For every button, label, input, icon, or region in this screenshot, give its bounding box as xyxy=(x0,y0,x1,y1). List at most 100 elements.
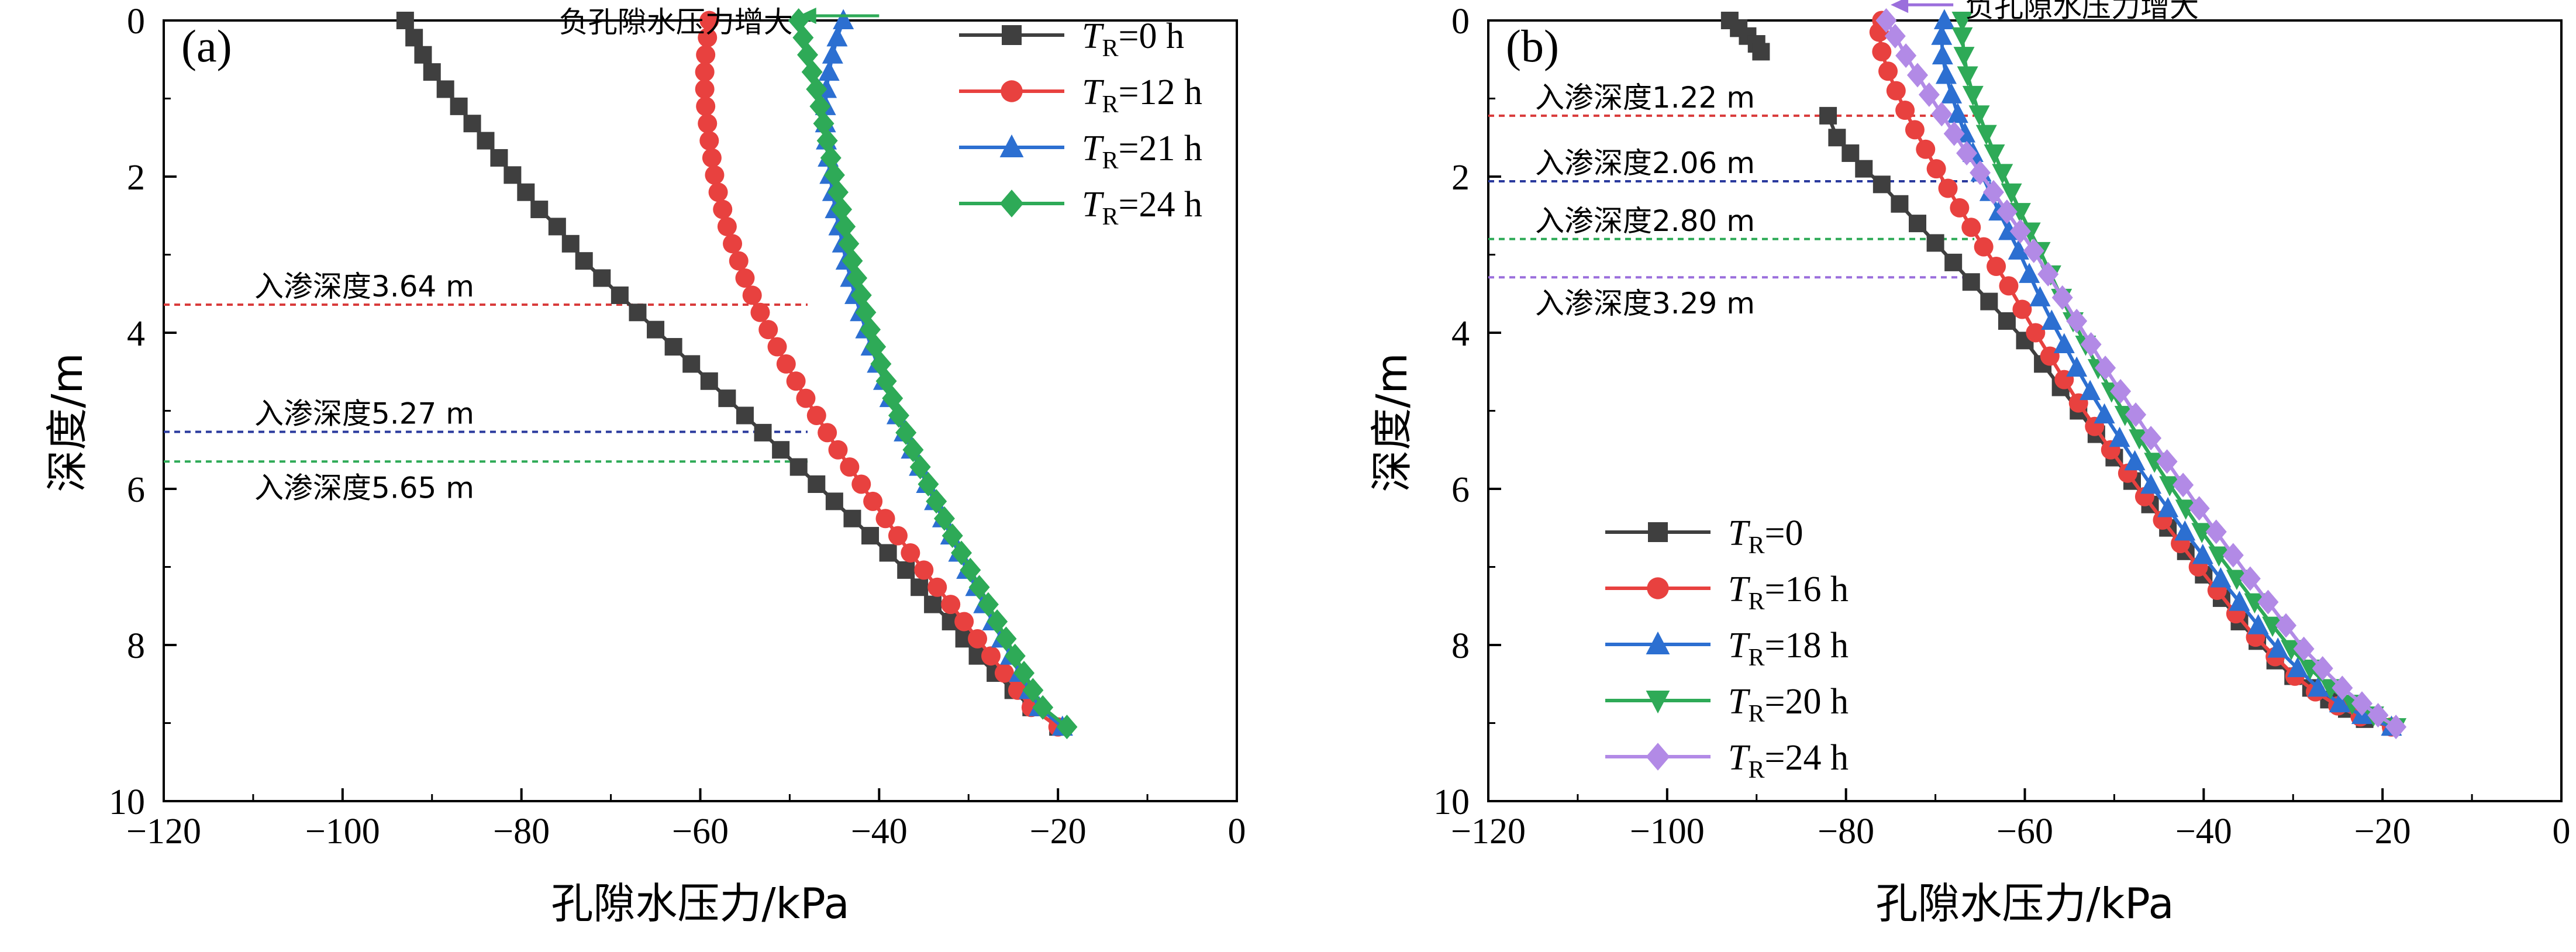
data-point xyxy=(1886,81,1906,101)
data-point xyxy=(1984,144,2005,165)
data-point xyxy=(933,506,955,531)
data-point xyxy=(968,575,990,600)
data-point xyxy=(833,9,854,29)
data-point xyxy=(2312,656,2333,681)
x-tick-label: −20 xyxy=(1030,812,1087,851)
data-point xyxy=(490,149,508,167)
data-point xyxy=(2229,591,2250,611)
data-point xyxy=(1975,125,1997,146)
data-point xyxy=(2053,333,2075,354)
annotation-arrowhead xyxy=(798,8,816,24)
data-point xyxy=(820,145,842,170)
data-point xyxy=(1013,661,1035,686)
data-point xyxy=(2191,523,2213,543)
data-point xyxy=(2287,657,2308,678)
data-point xyxy=(423,63,441,81)
data-point xyxy=(2226,570,2247,591)
data-point xyxy=(575,252,593,270)
data-point xyxy=(1998,312,2016,330)
data-point xyxy=(1905,120,1925,140)
data-point xyxy=(2140,473,2162,494)
y-tick-label: 2 xyxy=(1451,158,1470,198)
data-point xyxy=(517,183,535,201)
data-point xyxy=(754,423,772,441)
legend-marker xyxy=(999,134,1024,157)
data-point xyxy=(977,592,999,617)
data-point xyxy=(1878,61,1898,81)
data-point xyxy=(786,371,806,391)
data-point xyxy=(723,234,743,254)
data-point xyxy=(2329,692,2350,713)
data-point xyxy=(954,612,974,632)
data-point xyxy=(2157,496,2179,518)
data-point xyxy=(2367,703,2389,728)
data-point xyxy=(2210,567,2232,588)
data-point xyxy=(1004,643,1026,668)
data-point xyxy=(941,595,961,615)
data-point xyxy=(924,595,942,613)
data-point xyxy=(708,182,728,202)
data-point xyxy=(2208,546,2230,567)
data-point xyxy=(1974,237,1994,257)
data-point xyxy=(1918,82,1940,107)
data-point xyxy=(1933,9,1955,29)
data-point xyxy=(2012,299,2032,319)
legend-label: TR=24 h xyxy=(1728,738,1849,784)
data-point xyxy=(2029,286,2051,306)
data-point xyxy=(742,285,762,305)
legend-marker xyxy=(1002,25,1022,45)
data-point xyxy=(987,609,1008,634)
data-point xyxy=(1941,83,1963,104)
legend-marker xyxy=(1646,631,1670,654)
data-point xyxy=(2051,285,2073,310)
data-point xyxy=(828,440,848,460)
panel-a: −120 −100 −80 −60 −40 −20 0 0 2 4 6 8 10 孔隙水压力/kPa 深度/… xyxy=(43,2,1246,928)
series-3 xyxy=(1951,12,2407,739)
data-point xyxy=(1855,160,1873,178)
data-point xyxy=(1980,292,1998,311)
legend: TR=0 h TR=12 h TR=21 h TR=24 h xyxy=(959,16,1202,230)
legend-marker xyxy=(1646,743,1670,771)
data-point xyxy=(2037,261,2059,287)
data-point xyxy=(914,560,934,580)
data-point xyxy=(548,218,566,236)
data-point xyxy=(1935,63,1957,84)
data-point xyxy=(816,128,838,153)
x-axis-title: 孔隙水压力/kPa xyxy=(1875,879,2174,928)
data-point xyxy=(834,214,856,239)
x-axis-title: 孔隙水压力/kPa xyxy=(551,879,849,928)
y-tick-label: 10 xyxy=(109,782,145,822)
data-point xyxy=(1842,144,1860,162)
data-point xyxy=(718,389,736,408)
data-point xyxy=(1956,140,1978,165)
data-point xyxy=(2192,543,2213,564)
data-point xyxy=(695,62,715,82)
data-point xyxy=(1875,8,1897,33)
infiltration-depth-label: 入渗深度1.22 m xyxy=(1535,81,1755,115)
data-point xyxy=(1953,47,1975,67)
data-point xyxy=(1996,199,2018,225)
data-point xyxy=(2257,589,2279,615)
legend-label: TR=0 h xyxy=(1082,16,1184,62)
x-tick-label: −120 xyxy=(126,812,201,851)
data-point xyxy=(2109,426,2130,447)
legend: TR=0 TR=16 h TR=18 h TR=20 h TR=24 h xyxy=(1605,513,1849,784)
annotation-text: 负孔隙水压力增大 xyxy=(1965,0,2199,23)
data-point xyxy=(818,423,837,443)
y-tick-label: 4 xyxy=(1451,314,1470,354)
data-point xyxy=(2094,403,2115,424)
x-tick-label: −20 xyxy=(2354,812,2411,851)
data-point xyxy=(813,111,834,136)
y-tick-label: 2 xyxy=(127,158,145,198)
legend-label: TR=16 h xyxy=(1728,570,1849,615)
data-point xyxy=(1022,678,1044,703)
series-3 xyxy=(788,8,1078,740)
data-point xyxy=(2080,380,2101,401)
x-tick-label: −60 xyxy=(672,812,729,851)
data-point xyxy=(729,251,749,271)
data-point xyxy=(713,199,733,219)
data-point xyxy=(2175,499,2196,520)
data-point xyxy=(2293,636,2315,661)
data-point xyxy=(2247,614,2269,634)
legend-marker xyxy=(1647,577,1669,599)
